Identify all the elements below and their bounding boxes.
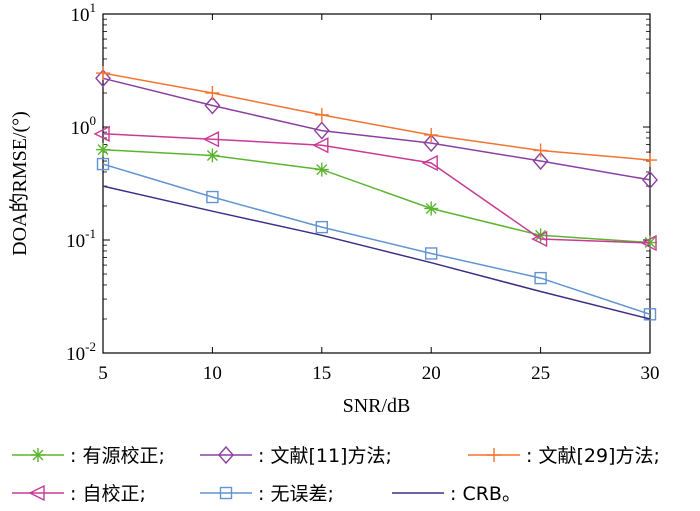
- y-axis-title: DOA的RMSE/(°): [8, 111, 31, 256]
- star-stroke: [97, 144, 109, 156]
- legend-item-5: : CRB。: [392, 483, 521, 505]
- data-point: [93, 125, 110, 142]
- data-point: [534, 271, 547, 285]
- legend-marker: [218, 445, 234, 465]
- x-tick-label: 25: [531, 363, 550, 384]
- legend-label: : 自校正;: [70, 483, 146, 505]
- data-point: [204, 96, 221, 115]
- series-line: [102, 133, 651, 244]
- legend-item-0: : 有源校正;: [12, 445, 165, 467]
- axes: 5 10 15 20 25 30 10-2 10-1 100 101 SNR/dB DOA的RMSE/…: [8, 0, 660, 417]
- data-point: [642, 170, 658, 190]
- series-line: [102, 163, 651, 316]
- star-stroke: [425, 203, 437, 214]
- x-tick-label: 15: [312, 363, 331, 384]
- y-tick-label: 10-2: [66, 339, 96, 365]
- x-tick-label: 10: [203, 363, 222, 384]
- series-line: [102, 185, 651, 320]
- data-point: [643, 153, 657, 168]
- data-point: [533, 143, 548, 158]
- x-tick-label: 30: [641, 363, 660, 384]
- plot-area: [102, 13, 651, 354]
- legend-label: : 无误差;: [258, 483, 334, 505]
- legend-label: : CRB。: [450, 483, 521, 505]
- data-point: [313, 121, 330, 140]
- data-point: [96, 157, 110, 171]
- data-point: [205, 85, 220, 100]
- data-point: [95, 69, 111, 88]
- legend-marker: [487, 448, 501, 462]
- data-point: [643, 308, 657, 321]
- series-1: [95, 69, 658, 190]
- plot-frame: [102, 13, 651, 354]
- data-point: [205, 148, 220, 163]
- y-tick-label: 10-1: [66, 226, 96, 252]
- series-3: [93, 125, 657, 252]
- legend: : 有源校正; : 文献[11]方法; : 文献[29]方法; : 自校正; : 无误差…: [12, 445, 660, 505]
- y-tick-label: 100: [71, 113, 97, 139]
- legend-item-1: : 文献[11]方法;: [200, 445, 392, 467]
- series-group: [93, 66, 658, 321]
- data-point: [424, 201, 439, 216]
- legend-label: : 文献[11]方法;: [258, 445, 392, 467]
- series-5: [102, 185, 651, 320]
- legend-marker: [219, 486, 233, 500]
- legend-marker: [28, 484, 45, 502]
- data-point: [425, 247, 438, 260]
- data-point: [315, 220, 328, 234]
- star-stroke: [316, 164, 328, 176]
- legend-label: : 文献[29]方法;: [526, 445, 660, 467]
- x-tick-label: 5: [98, 363, 108, 384]
- legend-marker: [31, 448, 45, 462]
- data-point: [531, 230, 548, 248]
- data-point: [314, 107, 329, 122]
- series-line: [102, 77, 651, 181]
- legend-item-2: : 文献[29]方法;: [468, 445, 660, 467]
- series-4: [96, 157, 657, 321]
- data-point: [421, 154, 438, 172]
- legend-label: : 有源校正;: [70, 445, 165, 467]
- legend-item-4: : 无误差;: [200, 483, 334, 505]
- data-point: [96, 66, 110, 81]
- star-stroke: [32, 449, 44, 461]
- data-point: [96, 142, 110, 157]
- data-point: [314, 162, 329, 177]
- data-point: [640, 234, 657, 252]
- star-stroke: [206, 149, 218, 161]
- x-tick-label: 20: [422, 363, 441, 384]
- legend-item-3: : 自校正;: [12, 483, 146, 505]
- data-point: [202, 131, 220, 148]
- data-point: [423, 134, 440, 153]
- data-point: [312, 137, 329, 154]
- series-line: [102, 148, 651, 244]
- series-2: [96, 66, 657, 168]
- data-point: [424, 127, 439, 142]
- y-tick-label: 101: [71, 0, 97, 26]
- series-line: [102, 72, 651, 161]
- x-axis-title: SNR/dB: [343, 395, 411, 417]
- data-point: [532, 151, 549, 171]
- data-point: [206, 190, 219, 204]
